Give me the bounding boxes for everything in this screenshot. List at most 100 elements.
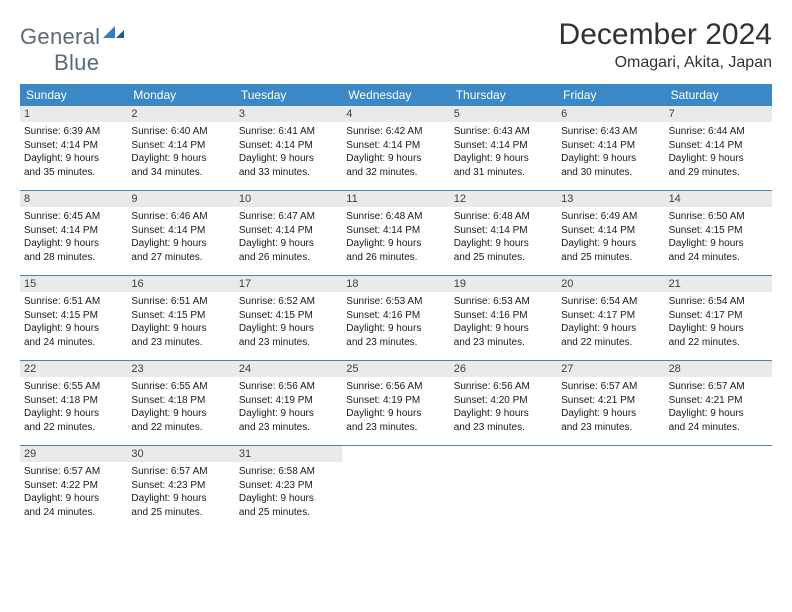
day-sunrise: Sunrise: 6:50 AM [669, 210, 768, 224]
day-cell: 26Sunrise: 6:56 AMSunset: 4:20 PMDayligh… [450, 361, 557, 445]
day-number: 26 [450, 361, 557, 377]
day-day1: Daylight: 9 hours [239, 152, 338, 166]
day-day1: Daylight: 9 hours [561, 407, 660, 421]
day-cell: 24Sunrise: 6:56 AMSunset: 4:19 PMDayligh… [235, 361, 342, 445]
day-number: 13 [557, 191, 664, 207]
day-number: 24 [235, 361, 342, 377]
header: General Blue December 2024 Omagari, Akit… [20, 18, 772, 76]
day-sunrise: Sunrise: 6:57 AM [561, 380, 660, 394]
day-number: 14 [665, 191, 772, 207]
day-sunrise: Sunrise: 6:56 AM [346, 380, 445, 394]
day-sunset: Sunset: 4:14 PM [454, 224, 553, 238]
day-number: 5 [450, 106, 557, 122]
day-day1: Daylight: 9 hours [346, 152, 445, 166]
day-number: 12 [450, 191, 557, 207]
day-day1: Daylight: 9 hours [24, 322, 123, 336]
day-sunrise: Sunrise: 6:49 AM [561, 210, 660, 224]
day-cell: 25Sunrise: 6:56 AMSunset: 4:19 PMDayligh… [342, 361, 449, 445]
day-day1: Daylight: 9 hours [454, 322, 553, 336]
day-sunset: Sunset: 4:14 PM [669, 139, 768, 153]
day-day2: and 23 minutes. [346, 336, 445, 350]
day-sunset: Sunset: 4:21 PM [669, 394, 768, 408]
day-sunset: Sunset: 4:18 PM [24, 394, 123, 408]
day-day1: Daylight: 9 hours [24, 237, 123, 251]
day-sunrise: Sunrise: 6:47 AM [239, 210, 338, 224]
day-cell: 30Sunrise: 6:57 AMSunset: 4:23 PMDayligh… [127, 446, 234, 530]
day-sunset: Sunset: 4:14 PM [24, 139, 123, 153]
day-sunrise: Sunrise: 6:48 AM [346, 210, 445, 224]
day-cell: 8Sunrise: 6:45 AMSunset: 4:14 PMDaylight… [20, 191, 127, 275]
day-sunrise: Sunrise: 6:46 AM [131, 210, 230, 224]
title-block: December 2024 Omagari, Akita, Japan [559, 18, 772, 72]
day-number: 6 [557, 106, 664, 122]
day-sunset: Sunset: 4:15 PM [24, 309, 123, 323]
day-day1: Daylight: 9 hours [454, 407, 553, 421]
day-day2: and 22 minutes. [561, 336, 660, 350]
day-day2: and 25 minutes. [561, 251, 660, 265]
day-day2: and 24 minutes. [669, 421, 768, 435]
day-day2: and 30 minutes. [561, 166, 660, 180]
day-sunset: Sunset: 4:22 PM [24, 479, 123, 493]
day-day2: and 29 minutes. [669, 166, 768, 180]
day-day2: and 31 minutes. [454, 166, 553, 180]
week-row: 22 Sunrise: 6:55 AMSunset: 4:18 PM Dayligh… [20, 361, 772, 446]
day-sunset: Sunset: 4:14 PM [454, 139, 553, 153]
day-day2: and 27 minutes. [131, 251, 230, 265]
week-row: 29Sunrise: 6:57 AMSunset: 4:22 PMDayligh… [20, 446, 772, 530]
day-sunset: Sunset: 4:23 PM [239, 479, 338, 493]
day-sunrise: Sunrise: 6:53 AM [346, 295, 445, 309]
day-day1: Daylight: 9 hours [24, 152, 123, 166]
dow-cell: Wednesday [342, 84, 449, 106]
day-day1: Daylight: 9 hours [346, 237, 445, 251]
day-day1: Daylight: 9 hours [669, 152, 768, 166]
day-day1: Daylight: 9 hours [131, 237, 230, 251]
day-number: 23 [127, 361, 234, 377]
day-number: 21 [665, 276, 772, 292]
day-cell: 12Sunrise: 6:48 AMSunset: 4:14 PMDayligh… [450, 191, 557, 275]
day-number: 2 [127, 106, 234, 122]
logo-sail-icon [102, 24, 126, 47]
day-cell [342, 446, 449, 530]
day-sunrise: Sunrise: 6:58 AM [239, 465, 338, 479]
day-day2: and 23 minutes. [454, 336, 553, 350]
day-day1: Daylight: 9 hours [669, 237, 768, 251]
day-cell: 23Sunrise: 6:55 AMSunset: 4:18 PMDayligh… [127, 361, 234, 445]
week-row: 8Sunrise: 6:45 AMSunset: 4:14 PMDaylight… [20, 191, 772, 276]
week-row: 1Sunrise: 6:39 AMSunset: 4:14 PMDaylight… [20, 106, 772, 191]
day-sunrise: Sunrise: 6:56 AM [454, 380, 553, 394]
day-day2: and 24 minutes. [24, 506, 123, 520]
day-day1: Daylight: 9 hours [131, 492, 230, 506]
day-number: 9 [127, 191, 234, 207]
day-day2: and 23 minutes. [239, 336, 338, 350]
day-sunset: Sunset: 4:14 PM [346, 224, 445, 238]
day-sunrise: Sunrise: 6:57 AM [131, 465, 230, 479]
day-day1: Daylight: 9 hours [24, 492, 123, 506]
day-sunset: Sunset: 4:14 PM [131, 224, 230, 238]
day-sunset: Sunset: 4:14 PM [24, 224, 123, 238]
day-sunset: Sunset: 4:14 PM [561, 224, 660, 238]
day-number: 30 [127, 446, 234, 462]
day-sunset: Sunset: 4:21 PM [561, 394, 660, 408]
day-sunset: Sunset: 4:17 PM [561, 309, 660, 323]
day-day2: and 25 minutes. [239, 506, 338, 520]
day-cell: 21Sunrise: 6:54 AMSunset: 4:17 PMDayligh… [665, 276, 772, 360]
dow-cell: Tuesday [235, 84, 342, 106]
day-sunrise: Sunrise: 6:57 AM [669, 380, 768, 394]
day-number: 7 [665, 106, 772, 122]
day-sunset: Sunset: 4:19 PM [346, 394, 445, 408]
day-number: 11 [342, 191, 449, 207]
day-day2: and 26 minutes. [346, 251, 445, 265]
day-sunrise: Sunrise: 6:57 AM [24, 465, 123, 479]
day-day2: and 23 minutes. [346, 421, 445, 435]
logo-text-blue: Blue [54, 50, 99, 75]
day-number: 22 [20, 361, 127, 377]
day-sunrise: Sunrise: 6:55 AM [24, 380, 123, 394]
week-row: 15Sunrise: 6:51 AMSunset: 4:15 PMDayligh… [20, 276, 772, 361]
logo-text-gray: General [20, 24, 100, 49]
day-number: 19 [450, 276, 557, 292]
day-cell [557, 446, 664, 530]
day-cell: 20Sunrise: 6:54 AMSunset: 4:17 PMDayligh… [557, 276, 664, 360]
location-label: Omagari, Akita, Japan [559, 54, 772, 72]
day-sunrise: Sunrise: 6:56 AM [239, 380, 338, 394]
day-sunrise: Sunrise: 6:44 AM [669, 125, 768, 139]
